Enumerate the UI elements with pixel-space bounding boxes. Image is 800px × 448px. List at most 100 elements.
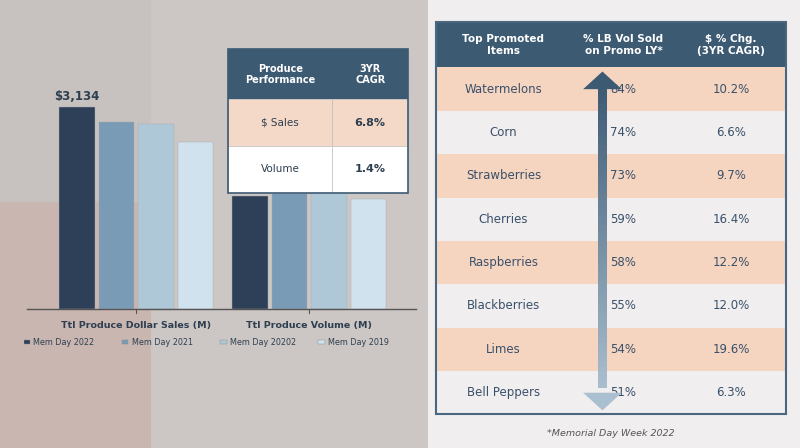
Text: 51%: 51%: [610, 386, 637, 399]
Bar: [598, 160, 607, 165]
Text: % LB Vol Sold
on Promo LY*: % LB Vol Sold on Promo LY*: [583, 34, 663, 56]
Bar: [676, 22, 786, 68]
Bar: [598, 195, 607, 200]
Bar: [598, 211, 607, 215]
Bar: [598, 221, 607, 226]
Bar: [598, 271, 607, 276]
Text: Raspberries: Raspberries: [469, 256, 538, 269]
Bar: [333, 99, 408, 146]
Text: 3YR
CAGR: 3YR CAGR: [355, 64, 386, 85]
Bar: [59, 107, 94, 309]
Bar: [598, 261, 607, 266]
Text: 12.0%: 12.0%: [713, 299, 750, 313]
Bar: [676, 111, 786, 154]
Bar: [228, 99, 333, 146]
Bar: [0, 0, 151, 202]
Text: $ Sales: $ Sales: [262, 118, 299, 128]
Bar: [598, 276, 607, 281]
Bar: [436, 68, 571, 111]
Bar: [598, 342, 607, 347]
Text: Ttl Produce Dollar Sales (M): Ttl Produce Dollar Sales (M): [61, 321, 211, 330]
Bar: [436, 111, 571, 154]
Bar: [598, 125, 607, 129]
Bar: [436, 284, 571, 327]
Bar: [676, 198, 786, 241]
Bar: [598, 337, 607, 342]
Text: Corn: Corn: [490, 126, 518, 139]
Polygon shape: [583, 393, 622, 410]
Text: $1,757: $1,757: [227, 179, 273, 192]
Bar: [598, 312, 607, 317]
Text: Watermelons: Watermelons: [465, 83, 542, 96]
Text: Strawberries: Strawberries: [466, 169, 541, 182]
Bar: [598, 317, 607, 322]
Bar: [676, 284, 786, 327]
Text: 16.4%: 16.4%: [713, 213, 750, 226]
Bar: [598, 84, 607, 89]
Text: Bell Peppers: Bell Peppers: [467, 386, 540, 399]
Bar: [598, 226, 607, 231]
Bar: [598, 89, 607, 94]
Bar: [676, 327, 786, 371]
Text: 74%: 74%: [610, 126, 637, 139]
Text: Mem Day 2019: Mem Day 2019: [328, 338, 389, 347]
Bar: [598, 286, 607, 292]
Text: Volume: Volume: [261, 164, 300, 174]
Text: Cherries: Cherries: [478, 213, 528, 226]
Bar: [598, 145, 607, 150]
Polygon shape: [583, 72, 622, 89]
Bar: [220, 340, 226, 344]
Bar: [598, 129, 607, 135]
Bar: [598, 241, 607, 246]
Bar: [333, 49, 408, 99]
Bar: [598, 378, 607, 383]
Bar: [676, 154, 786, 198]
Bar: [436, 198, 571, 241]
Bar: [598, 266, 607, 271]
Bar: [598, 180, 607, 185]
Text: 12.2%: 12.2%: [713, 256, 750, 269]
Bar: [598, 302, 607, 307]
Bar: [598, 185, 607, 190]
Bar: [571, 327, 676, 371]
Bar: [333, 146, 408, 193]
Text: Mem Day 2021: Mem Day 2021: [131, 338, 193, 347]
Bar: [571, 68, 676, 111]
Bar: [598, 251, 607, 256]
Bar: [676, 371, 786, 414]
Bar: [598, 155, 607, 160]
Bar: [138, 124, 174, 309]
Bar: [436, 371, 571, 414]
Bar: [598, 256, 607, 261]
Bar: [598, 206, 607, 211]
Text: 10.2%: 10.2%: [713, 83, 750, 96]
Bar: [232, 195, 268, 309]
Bar: [571, 111, 676, 154]
Bar: [598, 200, 607, 206]
Bar: [598, 281, 607, 286]
Bar: [318, 340, 325, 344]
Bar: [598, 150, 607, 155]
Bar: [598, 322, 607, 327]
Bar: [228, 146, 333, 193]
Bar: [228, 49, 333, 99]
Text: *Memorial Day Week 2022: *Memorial Day Week 2022: [547, 429, 675, 438]
Bar: [598, 109, 607, 114]
Bar: [598, 367, 607, 372]
Bar: [598, 215, 607, 221]
Text: Top Promoted
Items: Top Promoted Items: [462, 34, 545, 56]
Bar: [571, 241, 676, 284]
Bar: [571, 198, 676, 241]
Bar: [598, 297, 607, 302]
Text: $3,134: $3,134: [54, 90, 99, 103]
Text: 58%: 58%: [610, 256, 637, 269]
Bar: [598, 94, 607, 99]
Bar: [598, 327, 607, 332]
Bar: [571, 371, 676, 414]
Bar: [598, 120, 607, 125]
Bar: [598, 104, 607, 109]
Text: 59%: 59%: [610, 213, 637, 226]
Bar: [598, 358, 607, 362]
Text: 19.6%: 19.6%: [713, 343, 750, 356]
Text: 6.3%: 6.3%: [716, 386, 746, 399]
